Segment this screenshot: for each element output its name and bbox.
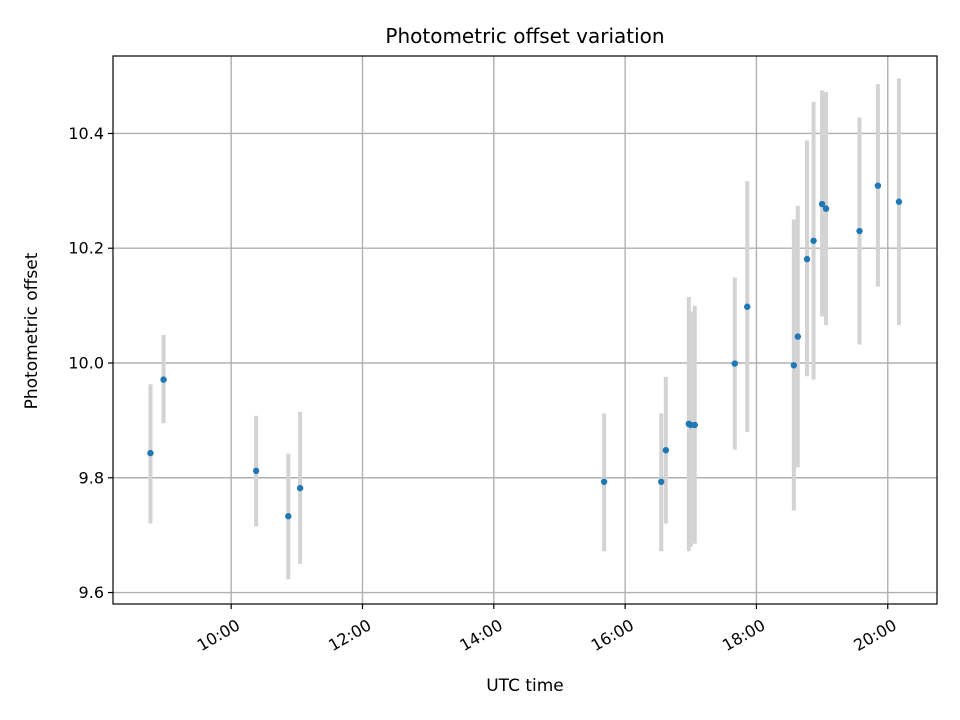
data-point [658,478,665,485]
x-tick-label: 20:00 [850,615,899,655]
x-tick-label: 10:00 [194,615,243,655]
y-tick-label: 10.2 [68,239,104,258]
data-point [147,449,154,457]
data-points [147,182,903,520]
data-point [874,182,882,189]
plot-frame [112,55,938,605]
data-point [744,303,751,310]
x-axis-label: UTC time [486,676,564,696]
data-point [731,360,738,367]
y-axis: 9.6 9.8 10.0 10.2 10.4 [68,124,113,602]
data-point [856,227,863,235]
data-point [662,447,670,454]
data-point [810,237,817,244]
data-point [790,362,798,369]
x-tick-label: 16:00 [588,615,637,655]
data-point [691,421,698,429]
data-point [160,376,167,383]
data-point [803,255,811,263]
y-tick-label: 10.0 [68,353,104,372]
x-axis: 10:00 12:00 14:00 16:00 18:00 20:00 [194,604,900,655]
y-tick-label: 9.6 [79,583,104,602]
data-point [600,478,608,485]
data-point [296,484,304,492]
data-point [252,467,260,475]
data-point [285,513,292,520]
y-tick-label: 10.4 [68,124,104,143]
x-tick-label: 12:00 [325,615,374,655]
chart-title: Photometric offset variation [385,24,664,48]
x-tick-label: 14:00 [456,615,505,655]
data-point [794,333,802,340]
data-point [818,200,826,208]
data-point [822,205,830,212]
y-tick-label: 9.8 [79,468,104,487]
error-bars [148,78,901,580]
y-axis-label: Photometric offset [22,252,42,409]
data-point [895,198,903,205]
x-tick-label: 18:00 [719,615,768,655]
